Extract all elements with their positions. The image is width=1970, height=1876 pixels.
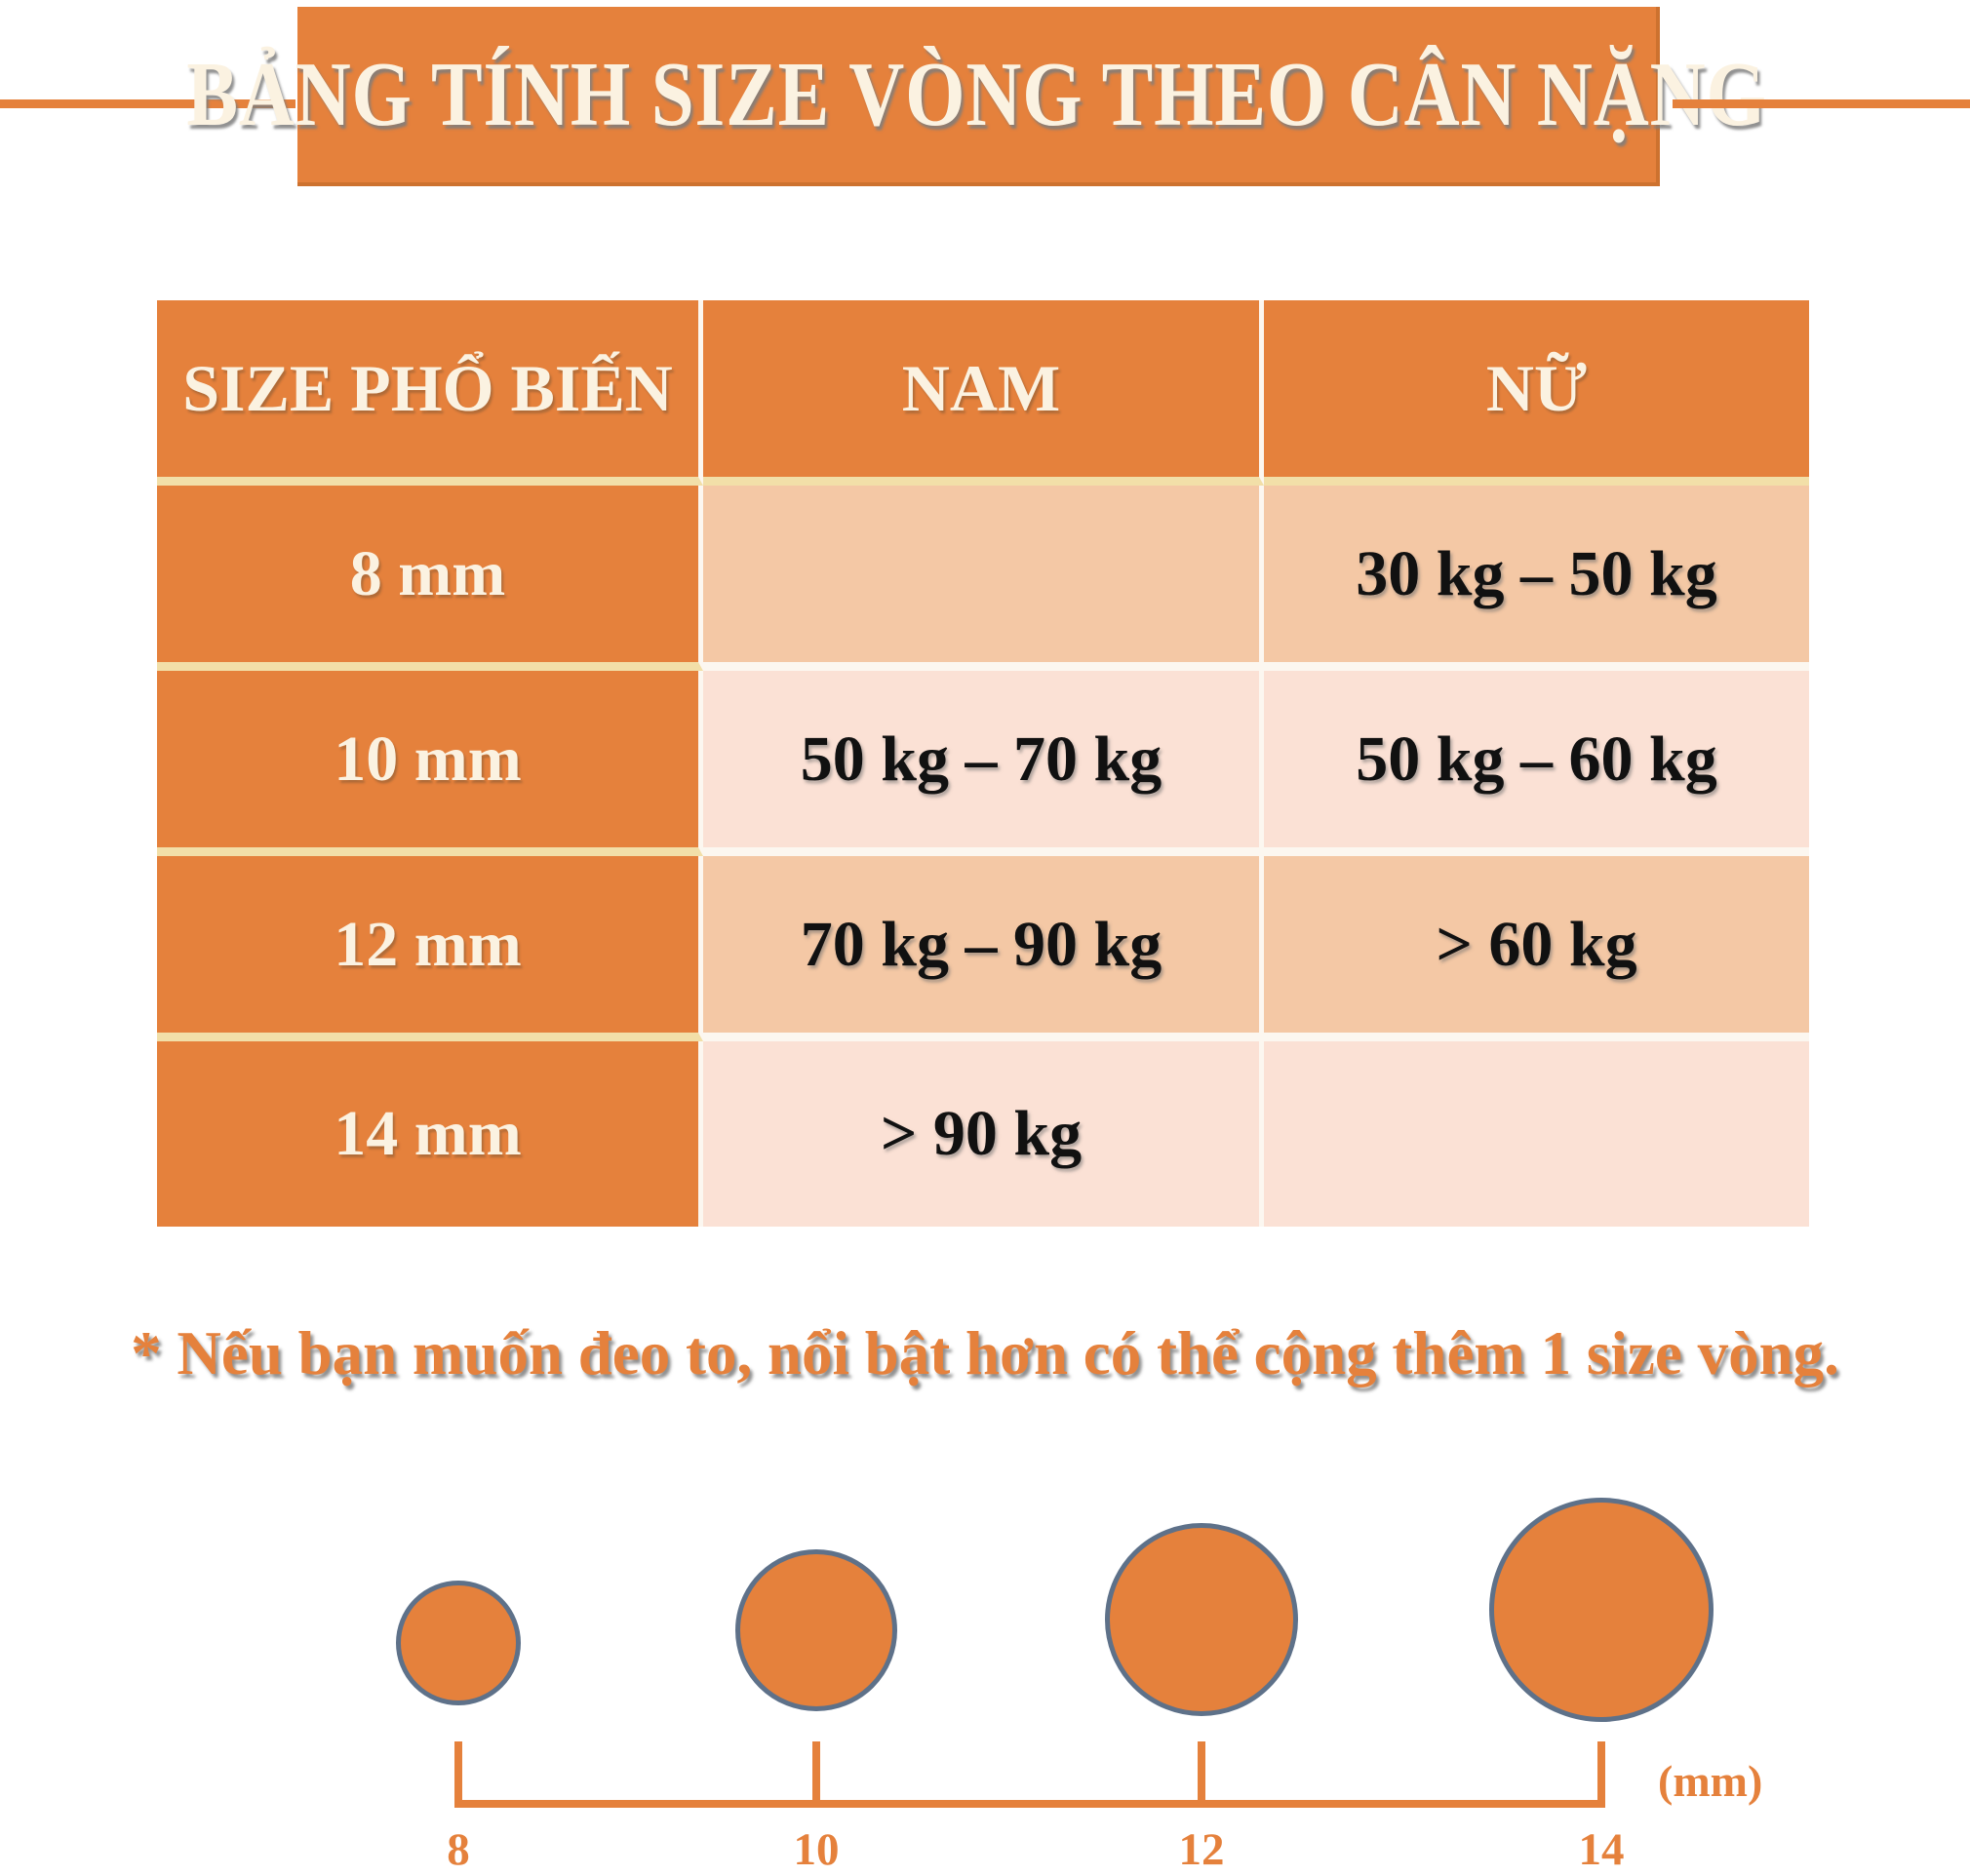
scale-label-12: 12 (1178, 1824, 1225, 1875)
scale-axis-line (454, 1800, 1605, 1808)
cell-nu-8mm: 30 kg – 50 kg (1264, 486, 1809, 671)
footnote: * Nếu bạn muốn đeo to, nổi bật hơn có th… (131, 1319, 1839, 1387)
column-header-nam: NAM (703, 300, 1264, 486)
banner-rule-left (0, 99, 296, 108)
scale-label-10: 10 (793, 1824, 840, 1875)
cell-nu-12mm: > 60 kg (1264, 856, 1809, 1041)
cell-nam-14mm: > 90 kg (703, 1041, 1264, 1227)
cell-nam-8mm (703, 486, 1264, 671)
column-header-size: SIZE PHỔ BIẾN (157, 300, 703, 486)
page-title: BẢNG TÍNH SIZE VÒNG THEO CÂN NẶNG (186, 44, 1767, 145)
cell-nu-14mm (1264, 1041, 1809, 1227)
bead-circle-14mm (1489, 1498, 1714, 1722)
column-header-nu: NỮ (1264, 300, 1809, 486)
scale-unit-label: (mm) (1658, 1756, 1763, 1806)
bead-circle-8mm (396, 1581, 521, 1705)
scale-label-14: 14 (1578, 1824, 1625, 1875)
cell-size-8mm: 8 mm (157, 486, 703, 671)
scale-tick-10mm (812, 1741, 820, 1802)
scale-tick-8mm (454, 1741, 462, 1802)
cell-size-14mm: 14 mm (157, 1041, 703, 1227)
scale-label-8: 8 (447, 1824, 470, 1875)
cell-size-12mm: 12 mm (157, 856, 703, 1041)
scale-tick-14mm (1597, 1741, 1605, 1802)
scale-tick-12mm (1198, 1741, 1205, 1802)
cell-nu-10mm: 50 kg – 60 kg (1264, 671, 1809, 856)
banner-rule-right (1673, 99, 1970, 108)
cell-nam-10mm: 50 kg – 70 kg (703, 671, 1264, 856)
bead-circle-12mm (1105, 1523, 1298, 1716)
bead-circle-10mm (735, 1549, 897, 1711)
cell-size-10mm: 10 mm (157, 671, 703, 856)
size-weight-table: SIZE PHỔ BIẾN NAM NỮ 8 mm 30 kg – 50 kg … (157, 300, 1809, 1227)
cell-nam-12mm: 70 kg – 90 kg (703, 856, 1264, 1041)
title-banner: BẢNG TÍNH SIZE VÒNG THEO CÂN NẶNG (186, 7, 1766, 186)
